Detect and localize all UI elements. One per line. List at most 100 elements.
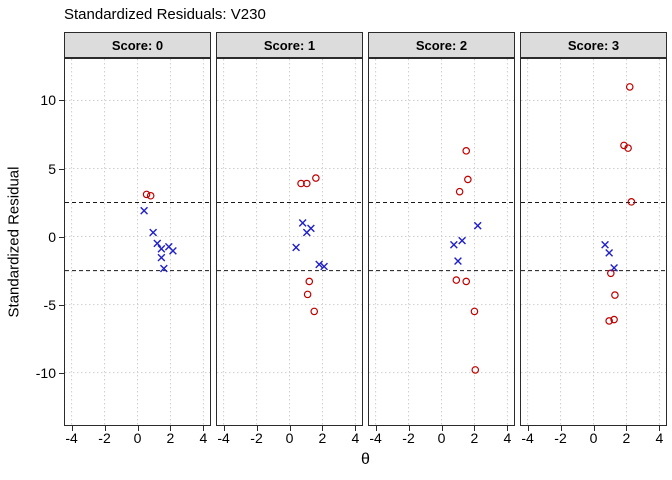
x-tick-label: -4 bbox=[65, 430, 78, 446]
facet-strip: Score: 1 bbox=[216, 32, 363, 58]
residual-point-x bbox=[610, 263, 618, 272]
residual-point-circle bbox=[464, 175, 472, 184]
residual-point-x bbox=[449, 240, 458, 249]
x-tick-mark bbox=[593, 426, 595, 431]
residual-point-x bbox=[153, 239, 162, 248]
residual-point-x bbox=[473, 221, 482, 230]
facet-panel bbox=[64, 58, 211, 426]
residual-point-x bbox=[298, 219, 307, 227]
x-tick-mark bbox=[408, 426, 410, 431]
residual-point-circle bbox=[470, 307, 479, 316]
x-tick-mark bbox=[289, 426, 291, 431]
facet-strip: Score: 3 bbox=[520, 32, 667, 58]
residual-point-circle bbox=[610, 315, 618, 324]
x-tick-mark bbox=[203, 426, 205, 431]
x-tick-mark bbox=[560, 426, 562, 431]
x-tick-label: -2 bbox=[554, 430, 567, 446]
x-tick-label: 4 bbox=[503, 430, 512, 446]
residual-point-x bbox=[307, 224, 315, 233]
x-tick-mark bbox=[527, 426, 529, 431]
residual-point-circle bbox=[297, 179, 305, 188]
residual-point-circle bbox=[462, 277, 471, 286]
residual-point-circle bbox=[627, 198, 636, 206]
y-tick-mark bbox=[59, 168, 64, 170]
residual-point-circle bbox=[625, 83, 634, 91]
residual-point-x bbox=[458, 236, 466, 245]
y-tick-label: 0 bbox=[48, 228, 56, 245]
facet-strip-label: Score: 3 bbox=[567, 37, 620, 53]
x-tick-mark bbox=[170, 426, 172, 431]
x-tick-mark bbox=[223, 426, 225, 431]
y-tick-label: 10 bbox=[40, 92, 56, 109]
residual-point-x bbox=[320, 262, 328, 271]
x-tick-label: 0 bbox=[133, 430, 142, 446]
residual-point-circle bbox=[605, 317, 613, 325]
x-tick-label: 0 bbox=[437, 430, 446, 446]
x-tick-mark bbox=[375, 426, 377, 431]
facet-strip: Score: 2 bbox=[368, 32, 515, 58]
y-tick-label: -5 bbox=[43, 296, 56, 313]
residual-point-x bbox=[601, 240, 609, 249]
x-tick-label: -4 bbox=[217, 430, 230, 446]
facet-panel bbox=[520, 58, 667, 426]
facet-strip-label: Score: 2 bbox=[415, 37, 468, 53]
residual-point-circle bbox=[455, 187, 464, 196]
x-tick-mark bbox=[659, 426, 661, 431]
facet-strip-label: Score: 0 bbox=[111, 37, 164, 53]
residual-point-circle bbox=[624, 144, 632, 152]
x-tick-mark bbox=[71, 426, 73, 431]
x-tick-label: -2 bbox=[250, 430, 263, 446]
residual-point-circle bbox=[462, 147, 471, 155]
residual-point-circle bbox=[452, 276, 461, 284]
residual-point-circle bbox=[146, 191, 155, 200]
x-tick-label: 4 bbox=[351, 430, 360, 446]
x-tick-mark bbox=[137, 426, 139, 431]
residual-point-circle bbox=[142, 190, 151, 199]
facet-strip-label: Score: 1 bbox=[263, 37, 316, 53]
residual-point-circle bbox=[607, 269, 615, 278]
residual-point-x bbox=[157, 253, 166, 262]
x-tick-mark bbox=[355, 426, 357, 431]
x-tick-label: -4 bbox=[521, 430, 534, 446]
residual-point-x bbox=[149, 228, 158, 237]
x-tick-mark bbox=[104, 426, 106, 431]
x-tick-mark bbox=[474, 426, 476, 431]
residual-point-circle bbox=[310, 307, 319, 316]
y-tick-mark bbox=[59, 304, 64, 306]
y-tick-mark bbox=[59, 236, 64, 238]
x-tick-mark bbox=[441, 426, 443, 431]
x-tick-label: 2 bbox=[622, 430, 631, 446]
x-tick-label: 2 bbox=[470, 430, 479, 446]
y-tick-mark bbox=[59, 372, 64, 374]
residual-point-x bbox=[315, 260, 324, 269]
residual-point-x bbox=[159, 264, 168, 273]
facet-panel bbox=[216, 58, 363, 426]
residual-point-x bbox=[292, 243, 300, 252]
x-tick-mark bbox=[626, 426, 628, 431]
x-tick-label: 0 bbox=[589, 430, 598, 446]
x-tick-mark bbox=[256, 426, 258, 431]
x-axis-title: θ bbox=[361, 451, 370, 468]
x-tick-label: 0 bbox=[285, 430, 294, 446]
residual-point-circle bbox=[303, 290, 312, 299]
residual-point-circle bbox=[611, 291, 619, 299]
residual-point-x bbox=[157, 244, 166, 253]
y-tick-mark bbox=[59, 100, 64, 102]
residual-point-circle bbox=[305, 277, 314, 286]
x-tick-label: 2 bbox=[166, 430, 175, 446]
residual-point-x bbox=[454, 257, 462, 265]
x-tick-mark bbox=[507, 426, 509, 431]
x-tick-label: -2 bbox=[402, 430, 415, 446]
facet-strip: Score: 0 bbox=[64, 32, 211, 58]
residual-point-circle bbox=[471, 366, 480, 374]
residual-point-circle bbox=[303, 179, 311, 188]
x-tick-mark bbox=[322, 426, 324, 431]
x-tick-label: 4 bbox=[199, 430, 208, 446]
residual-point-x bbox=[140, 206, 148, 215]
residual-point-x bbox=[605, 248, 614, 257]
x-tick-label: -4 bbox=[369, 430, 382, 446]
x-tick-label: 2 bbox=[318, 430, 327, 446]
facet-panel bbox=[368, 58, 515, 426]
x-tick-label: 4 bbox=[655, 430, 664, 446]
